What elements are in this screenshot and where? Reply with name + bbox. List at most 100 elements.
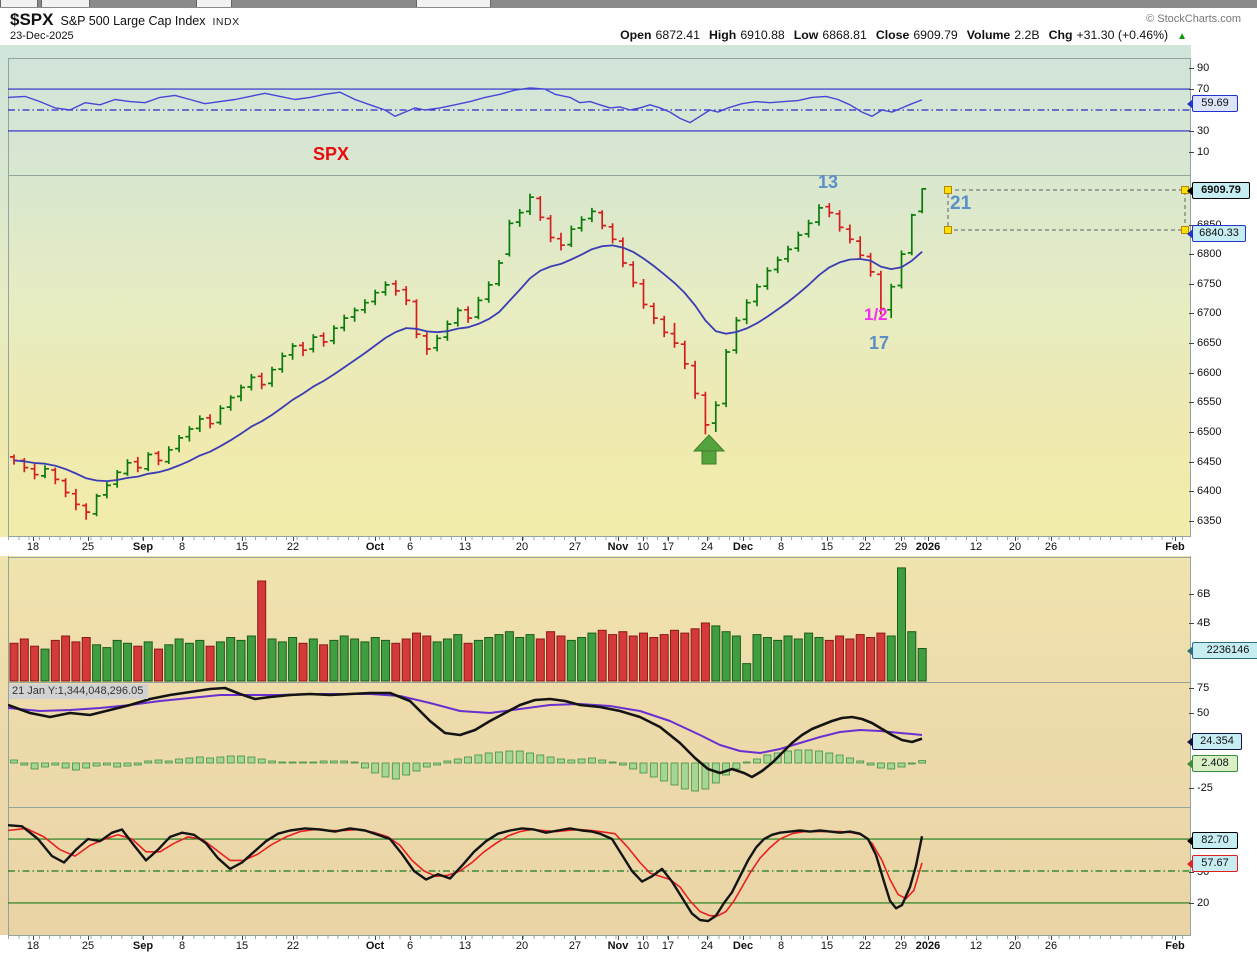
date-tick-label: 10: [636, 541, 650, 553]
panel-border: [1190, 58, 1191, 935]
spx-text-annotation[interactable]: SPX: [313, 144, 350, 164]
date-tick-label: 26: [1044, 541, 1058, 553]
date-tick-label: 17: [661, 940, 675, 952]
date-tick-label: 24: [700, 940, 714, 952]
quote-line: Open 6872.41 High 6910.88 Low 6868.81 Close 690…: [620, 28, 1187, 42]
date-tick-label: Sep: [132, 541, 154, 553]
date-tick-label: 6: [406, 541, 414, 553]
close-label: Close: [875, 28, 910, 42]
y-tick-mark: [1189, 402, 1194, 403]
date-tick-label: 15: [820, 940, 834, 952]
chart-date: 23-Dec-2025: [10, 30, 74, 42]
high-label: High: [708, 28, 737, 42]
browser-tab-stub[interactable]: [0, 0, 38, 7]
date-tick-label: 6: [406, 940, 414, 952]
volume-hover-tooltip: 21 Jan Y:1,344,048,296.05: [9, 684, 149, 699]
date-tick-label: 13: [458, 940, 472, 952]
panel-border: [8, 58, 9, 935]
date-tick-label: Oct: [365, 541, 385, 553]
rsi-value-pill: 59.69: [1187, 95, 1238, 112]
date-tick-label: 15: [235, 940, 249, 952]
y-tick-mark: [1189, 491, 1194, 492]
date-tick-label: Nov: [607, 541, 629, 553]
y-tick-label: 6350: [1197, 515, 1222, 527]
y-tick-label: 6B: [1197, 588, 1211, 600]
date-tick-label: 25: [81, 940, 95, 952]
date-tick-label: 12: [969, 940, 983, 952]
date-axis-bottom: 18 25 Sep 8 15 22 Oct 6 13 20 27 Nov 10 17 24 Dec 8 15 22 2…: [0, 936, 1257, 954]
count-13-annotation[interactable]: 13: [818, 172, 839, 192]
panel-border: [8, 682, 1191, 683]
date-tick-label: 15: [820, 541, 834, 553]
panel-border: [8, 935, 1191, 936]
y-tick-mark: [1189, 432, 1194, 433]
y-tick-label: 6450: [1197, 456, 1222, 468]
date-ticks: 18 25 Sep 8 15 22 Oct 6 13 20 27 Nov 10 17 24 Dec 8 15 22 2…: [0, 936, 1257, 954]
y-tick-label: 6800: [1197, 248, 1222, 260]
open-value: 6872.41: [655, 28, 700, 42]
date-tick-label: 24: [700, 541, 714, 553]
change-up-triangle-icon: ▲: [1177, 31, 1187, 42]
y-tick-label: 6500: [1197, 426, 1222, 438]
count-21-annotation[interactable]: 21: [950, 193, 972, 214]
y-tick-label: -25: [1197, 782, 1213, 794]
date-tick-label: 8: [777, 541, 785, 553]
browser-chrome-strip: [0, 0, 1257, 8]
low-label: Low: [793, 28, 819, 42]
y-tick-label: 75: [1197, 682, 1210, 694]
oscillator-value-pill: 24.354: [1187, 733, 1242, 750]
date-tick-label: Dec: [732, 541, 754, 553]
y-tick-mark: [1189, 254, 1194, 255]
y-tick-mark: [1189, 225, 1194, 226]
y-tick-label: 6600: [1197, 367, 1222, 379]
y-tick-mark: [1189, 373, 1194, 374]
panel-border: [8, 536, 1191, 537]
y-tick-label: 20: [1197, 897, 1210, 909]
date-tick-label: 2026: [915, 541, 941, 553]
y-tick-mark: [1189, 462, 1194, 463]
y-tick-mark: [1189, 131, 1194, 132]
ticker-exchange: INDX: [212, 16, 240, 28]
ma-value-pill: 6840.33: [1187, 225, 1246, 242]
date-tick-label: 26: [1044, 940, 1058, 952]
date-tick-label: 22: [858, 541, 872, 553]
y-tick-label: 6650: [1197, 337, 1222, 349]
date-tick-label: 8: [178, 541, 186, 553]
date-tick-label: 25: [81, 541, 95, 553]
stoch-d-pill: 57.67: [1187, 855, 1238, 872]
y-tick-mark: [1189, 313, 1194, 314]
minor-tick-fringe: [8, 936, 1190, 939]
date-tick-label: 29: [894, 940, 908, 952]
date-tick-label: Feb: [1165, 940, 1185, 952]
high-value: 6910.88: [740, 28, 785, 42]
chart-background: [0, 45, 1191, 935]
date-tick-label: 18: [26, 940, 40, 952]
browser-tab-stub[interactable]: [196, 0, 232, 7]
date-tick-label: 20: [1008, 541, 1022, 553]
y-tick-label: 70: [1197, 83, 1210, 95]
y-tick-mark: [1189, 68, 1194, 69]
date-tick-label: 17: [661, 541, 675, 553]
y-tick-mark: [1189, 152, 1194, 153]
y-tick-label: 6700: [1197, 307, 1222, 319]
y-tick-mark: [1189, 594, 1194, 595]
browser-tab-stub[interactable]: [416, 0, 491, 7]
y-tick-label: 6400: [1197, 485, 1222, 497]
ticker-name: S&P 500 Large Cap Index: [60, 14, 206, 28]
y-tick-label: 30: [1197, 125, 1210, 137]
y-tick-mark: [1189, 903, 1194, 904]
date-tick-label: Dec: [732, 940, 754, 952]
y-tick-label: 6750: [1197, 278, 1222, 290]
y-tick-mark: [1189, 284, 1194, 285]
date-tick-label: 22: [286, 541, 300, 553]
date-tick-label: Nov: [607, 940, 629, 952]
count-17-annotation[interactable]: 17: [869, 333, 890, 353]
date-tick-label: 18: [26, 541, 40, 553]
y-tick-mark: [1189, 343, 1194, 344]
date-tick-label: 27: [568, 940, 582, 952]
chart-header: $SPX S&P 500 Large Cap Index INDX: [10, 10, 240, 30]
date-tick-label: 22: [858, 940, 872, 952]
half-annotation[interactable]: 1/2: [864, 305, 888, 324]
browser-tab-stub[interactable]: [41, 0, 90, 7]
